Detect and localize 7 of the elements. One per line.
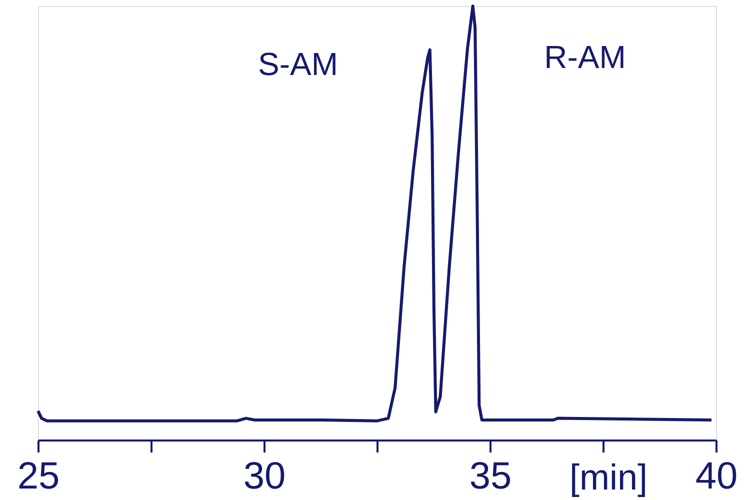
- annotation: S-AM: [258, 46, 338, 82]
- x-axis-title: [min]: [569, 456, 648, 498]
- x-tick-label: 40: [695, 456, 738, 498]
- x-tick-label: 35: [469, 456, 512, 498]
- x-tick-label: 30: [243, 456, 286, 498]
- annotation: R-AM: [544, 39, 626, 75]
- x-tick-label: 25: [17, 456, 60, 498]
